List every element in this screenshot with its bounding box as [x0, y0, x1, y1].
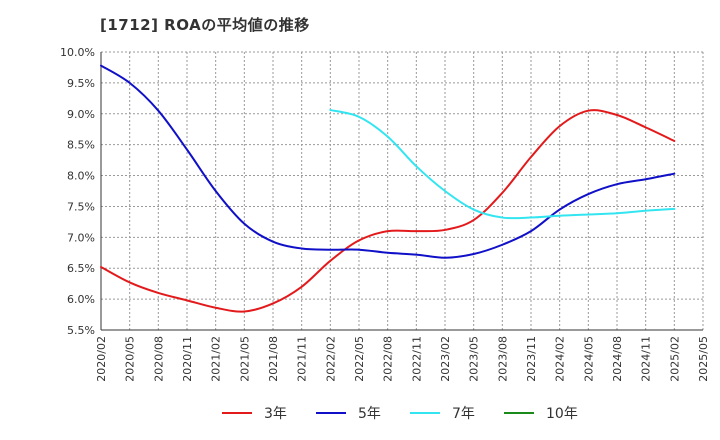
x-tick-label: 2021/02: [210, 336, 223, 382]
y-tick-label: 8.5%: [67, 139, 95, 152]
y-tick-label: 9.5%: [67, 77, 95, 90]
plot-area: [101, 52, 703, 330]
x-tick-label: 2023/08: [496, 336, 509, 382]
x-tick-label: 2025/02: [668, 336, 681, 382]
x-tick-label: 2022/05: [353, 336, 366, 382]
x-tick-label: 2023/11: [525, 336, 538, 382]
x-tick-label: 2022/11: [410, 336, 423, 382]
series-line-0: [100, 109, 676, 313]
x-tick-label: 2023/05: [468, 336, 481, 382]
y-tick-label: 7.5%: [67, 200, 95, 213]
x-tick-label: 2022/08: [382, 336, 395, 382]
x-tick-label: 2020/11: [181, 336, 194, 382]
series-line-2: [329, 109, 676, 220]
y-tick-label: 6.0%: [67, 293, 95, 306]
x-tick-label: 2021/08: [267, 336, 280, 382]
y-tick-label: 9.0%: [67, 108, 95, 121]
x-tick-label: 2024/05: [582, 336, 595, 382]
y-tick-label: 7.0%: [67, 231, 95, 244]
y-tick-label: 5.5%: [67, 324, 95, 337]
y-tick-label: 6.5%: [67, 262, 95, 275]
x-tick-label: 2024/08: [611, 336, 624, 382]
x-tick-label: 2020/05: [124, 336, 137, 382]
chart-title: [1712] ROAの平均値の推移: [100, 16, 310, 34]
x-tick-label: 2021/05: [238, 336, 251, 382]
x-tick-label: 2021/11: [296, 336, 309, 382]
x-tick-label: 2025/05: [697, 336, 710, 382]
x-tick-label: 2020/08: [152, 336, 165, 382]
x-tick-label: 2023/02: [439, 336, 452, 382]
legend-label-2: 7年: [452, 406, 475, 422]
x-tick-label: 2024/02: [554, 336, 567, 382]
y-tick-label: 8.0%: [67, 170, 95, 183]
x-tick-label: 2024/11: [640, 336, 653, 382]
legend-label-1: 5年: [358, 406, 381, 422]
x-tick-label: 2022/02: [324, 336, 337, 382]
y-tick-label: 10.0%: [60, 46, 95, 59]
x-tick-label: 2020/02: [95, 336, 108, 382]
series-line-1: [100, 64, 676, 259]
legend-label-3: 10年: [546, 406, 578, 422]
legend-label-0: 3年: [264, 406, 287, 422]
